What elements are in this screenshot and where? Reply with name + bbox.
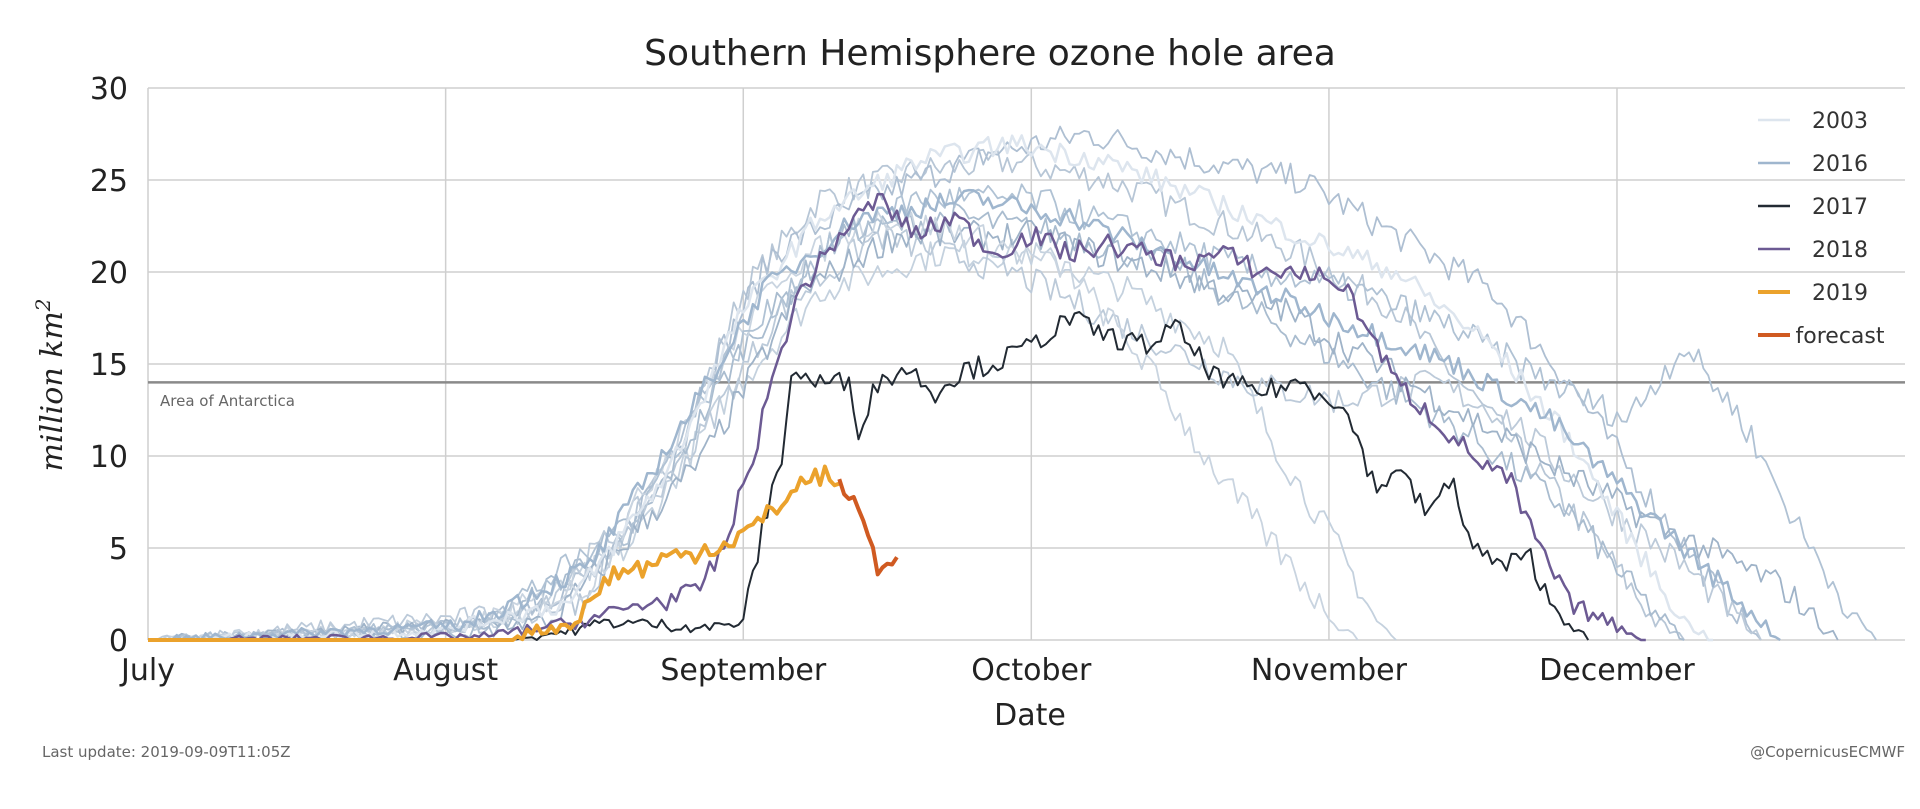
x-tick-label: November [1251, 653, 1408, 688]
x-tick-label: December [1539, 653, 1695, 688]
y-tick-label: 5 [109, 532, 128, 567]
y-tick-label: 10 [90, 440, 128, 475]
background-series-line [147, 183, 1877, 641]
x-tick-label: October [971, 653, 1092, 688]
x-tick-label: July [119, 653, 175, 688]
y-tick-label: 0 [109, 624, 128, 659]
y-tick-label: 20 [90, 256, 128, 291]
y-tick-label: 25 [90, 164, 128, 199]
series-line-forecast [837, 478, 899, 577]
series-line-2016 [147, 188, 1781, 642]
copernicus-credit: @CopernicusECMWF [1750, 743, 1905, 761]
legend: 2003 2016 2017 2018 2019 forecast [1758, 109, 1885, 349]
legend-label-forecast: forecast [1796, 324, 1885, 349]
chart-title: Southern Hemisphere ozone hole area [644, 33, 1336, 74]
legend-label-2003: 2003 [1812, 109, 1868, 134]
y-tick-label: 15 [90, 348, 128, 383]
legend-label-2019: 2019 [1812, 281, 1868, 306]
series-line-2003 [147, 134, 1713, 642]
x-axis-ticks: July August September October November Decemb… [119, 653, 1695, 688]
y-axis-ticks: 0 5 10 15 20 25 30 [90, 72, 128, 659]
y-axis-label-text: million km [35, 311, 70, 471]
y-axis-label: million km2 [31, 298, 70, 471]
y-tick-label: 30 [90, 72, 128, 107]
series-lines [147, 134, 1781, 642]
last-update-text: Last update: 2019-09-09T11:05Z [42, 743, 291, 761]
background-series-line [147, 202, 1685, 641]
legend-label-2017: 2017 [1812, 195, 1868, 220]
legend-label-2016: 2016 [1812, 152, 1868, 177]
svg-text:million km2: million km2 [31, 298, 70, 471]
background-series-line [147, 210, 1359, 641]
x-axis-label: Date [994, 698, 1066, 733]
x-tick-label: August [393, 653, 498, 688]
series-line-2019 [148, 464, 840, 642]
legend-label-2018: 2018 [1812, 238, 1868, 263]
y-axis-label-superscript: 2 [31, 298, 55, 312]
x-tick-label: September [660, 653, 826, 688]
antarctica-reference-label: Area of Antarctica [160, 392, 295, 410]
